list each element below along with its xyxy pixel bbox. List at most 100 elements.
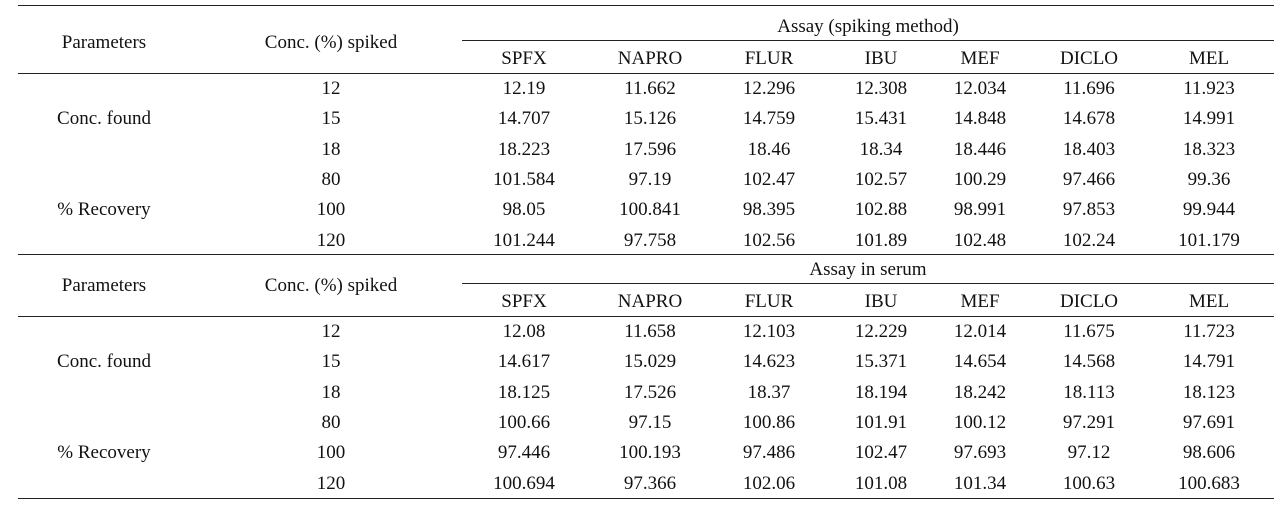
value-cell: 18.403 bbox=[1062, 138, 1116, 160]
column-header-ibu: IBU bbox=[864, 48, 898, 69]
value-cell: 100.86 bbox=[742, 411, 796, 433]
value-cell: 98.395 bbox=[742, 199, 796, 221]
value-cell: 12.296 bbox=[742, 78, 796, 99]
value-cell: 101.91 bbox=[854, 411, 908, 433]
value-cell: 14.623 bbox=[742, 351, 796, 373]
spiked-cell: 80 bbox=[321, 168, 341, 190]
value-cell: 97.691 bbox=[1182, 411, 1236, 433]
value-cell: 98.991 bbox=[953, 199, 1007, 221]
value-cell: 102.56 bbox=[742, 229, 796, 251]
column-header-spfx: SPFX bbox=[501, 48, 547, 69]
value-cell: 97.19 bbox=[628, 168, 672, 190]
column-header-ibu: IBU bbox=[864, 291, 898, 312]
value-cell: 14.791 bbox=[1182, 351, 1236, 373]
value-cell: 102.47 bbox=[854, 442, 908, 464]
value-cell: 17.596 bbox=[623, 138, 677, 160]
value-cell: 14.617 bbox=[497, 351, 551, 373]
value-cell: 100.694 bbox=[493, 472, 555, 494]
recovery-label: % Recovery bbox=[57, 442, 151, 464]
value-cell: 98.05 bbox=[502, 199, 546, 221]
parameters-header: Parameters bbox=[61, 275, 147, 296]
value-cell: 15.029 bbox=[623, 351, 677, 373]
section-bottom-rule bbox=[18, 498, 1274, 499]
value-cell: 100.29 bbox=[953, 168, 1007, 190]
value-cell: 97.291 bbox=[1062, 411, 1116, 433]
value-cell: 97.12 bbox=[1067, 442, 1111, 464]
column-header-mel: MEL bbox=[1188, 291, 1230, 312]
spiked-cell: 15 bbox=[321, 351, 341, 373]
value-cell: 15.126 bbox=[623, 108, 677, 130]
value-cell: 14.678 bbox=[1062, 108, 1116, 130]
value-cell: 12.034 bbox=[953, 78, 1007, 99]
value-cell: 15.371 bbox=[854, 351, 908, 373]
value-cell: 18.113 bbox=[1063, 381, 1115, 403]
value-cell: 102.88 bbox=[854, 199, 908, 221]
value-cell: 102.06 bbox=[742, 472, 796, 494]
spiked-cell: 12 bbox=[321, 78, 341, 99]
value-cell: 101.244 bbox=[493, 229, 555, 251]
value-cell: 97.486 bbox=[742, 442, 796, 464]
value-cell: 17.526 bbox=[623, 381, 677, 403]
conc-found-label: Conc. found bbox=[57, 108, 151, 130]
value-cell: 11.923 bbox=[1183, 78, 1235, 99]
spiked-cell: 120 bbox=[316, 472, 346, 494]
value-cell: 15.431 bbox=[854, 108, 908, 130]
value-cell: 97.15 bbox=[628, 411, 672, 433]
value-cell: 14.848 bbox=[953, 108, 1007, 130]
value-cell: 102.47 bbox=[742, 168, 796, 190]
value-cell: 18.46 bbox=[747, 138, 791, 160]
spiked-cell: 18 bbox=[321, 381, 341, 403]
assay-subheader-rule bbox=[462, 283, 1274, 284]
spiked-cell: 15 bbox=[321, 108, 341, 130]
value-cell: 14.568 bbox=[1062, 351, 1116, 373]
parameters-header: Parameters bbox=[61, 32, 147, 53]
spiked-cell: 18 bbox=[321, 138, 341, 160]
column-header-napro: NAPRO bbox=[617, 48, 683, 69]
value-cell: 12.19 bbox=[502, 78, 546, 99]
spiked-cell: 100 bbox=[316, 199, 346, 221]
value-cell: 11.696 bbox=[1063, 78, 1115, 99]
value-cell: 18.323 bbox=[1182, 138, 1236, 160]
value-cell: 101.584 bbox=[493, 168, 555, 190]
column-header-mef: MEF bbox=[960, 48, 1000, 69]
value-cell: 18.125 bbox=[497, 381, 551, 403]
value-cell: 101.08 bbox=[854, 472, 908, 494]
value-cell: 102.24 bbox=[1062, 229, 1116, 251]
column-header-spfx: SPFX bbox=[501, 291, 547, 312]
value-cell: 97.853 bbox=[1062, 199, 1116, 221]
value-cell: 97.693 bbox=[953, 442, 1007, 464]
value-cell: 18.34 bbox=[859, 138, 903, 160]
value-cell: 102.48 bbox=[953, 229, 1007, 251]
value-cell: 100.683 bbox=[1178, 472, 1240, 494]
value-cell: 101.34 bbox=[953, 472, 1007, 494]
spiked-cell: 12 bbox=[321, 321, 341, 342]
value-cell: 98.606 bbox=[1182, 442, 1236, 464]
column-header-mel: MEL bbox=[1188, 48, 1230, 69]
value-cell: 97.758 bbox=[623, 229, 677, 251]
assay-title: Assay in serum bbox=[809, 259, 927, 280]
header-bottom-rule bbox=[18, 73, 1274, 74]
value-cell: 18.123 bbox=[1182, 381, 1236, 403]
value-cell: 101.89 bbox=[854, 229, 908, 251]
value-cell: 12.103 bbox=[742, 321, 796, 342]
value-cell: 18.446 bbox=[953, 138, 1007, 160]
value-cell: 97.366 bbox=[623, 472, 677, 494]
value-cell: 11.662 bbox=[624, 78, 676, 99]
spiked-cell: 100 bbox=[316, 442, 346, 464]
value-cell: 11.675 bbox=[1063, 321, 1115, 342]
value-cell: 99.36 bbox=[1187, 168, 1231, 190]
column-header-napro: NAPRO bbox=[617, 291, 683, 312]
value-cell: 100.193 bbox=[619, 442, 681, 464]
conc-spiked-header: Conc. (%) spiked bbox=[264, 32, 398, 53]
recovery-label: % Recovery bbox=[57, 199, 151, 221]
value-cell: 100.841 bbox=[619, 199, 681, 221]
table-top-rule bbox=[18, 5, 1274, 6]
value-cell: 100.12 bbox=[953, 411, 1007, 433]
spiked-cell: 80 bbox=[321, 411, 341, 433]
value-cell: 14.654 bbox=[953, 351, 1007, 373]
value-cell: 18.194 bbox=[854, 381, 908, 403]
value-cell: 12.229 bbox=[854, 321, 908, 342]
value-cell: 99.944 bbox=[1182, 199, 1236, 221]
header-bottom-rule bbox=[18, 316, 1274, 317]
value-cell: 100.66 bbox=[497, 411, 551, 433]
